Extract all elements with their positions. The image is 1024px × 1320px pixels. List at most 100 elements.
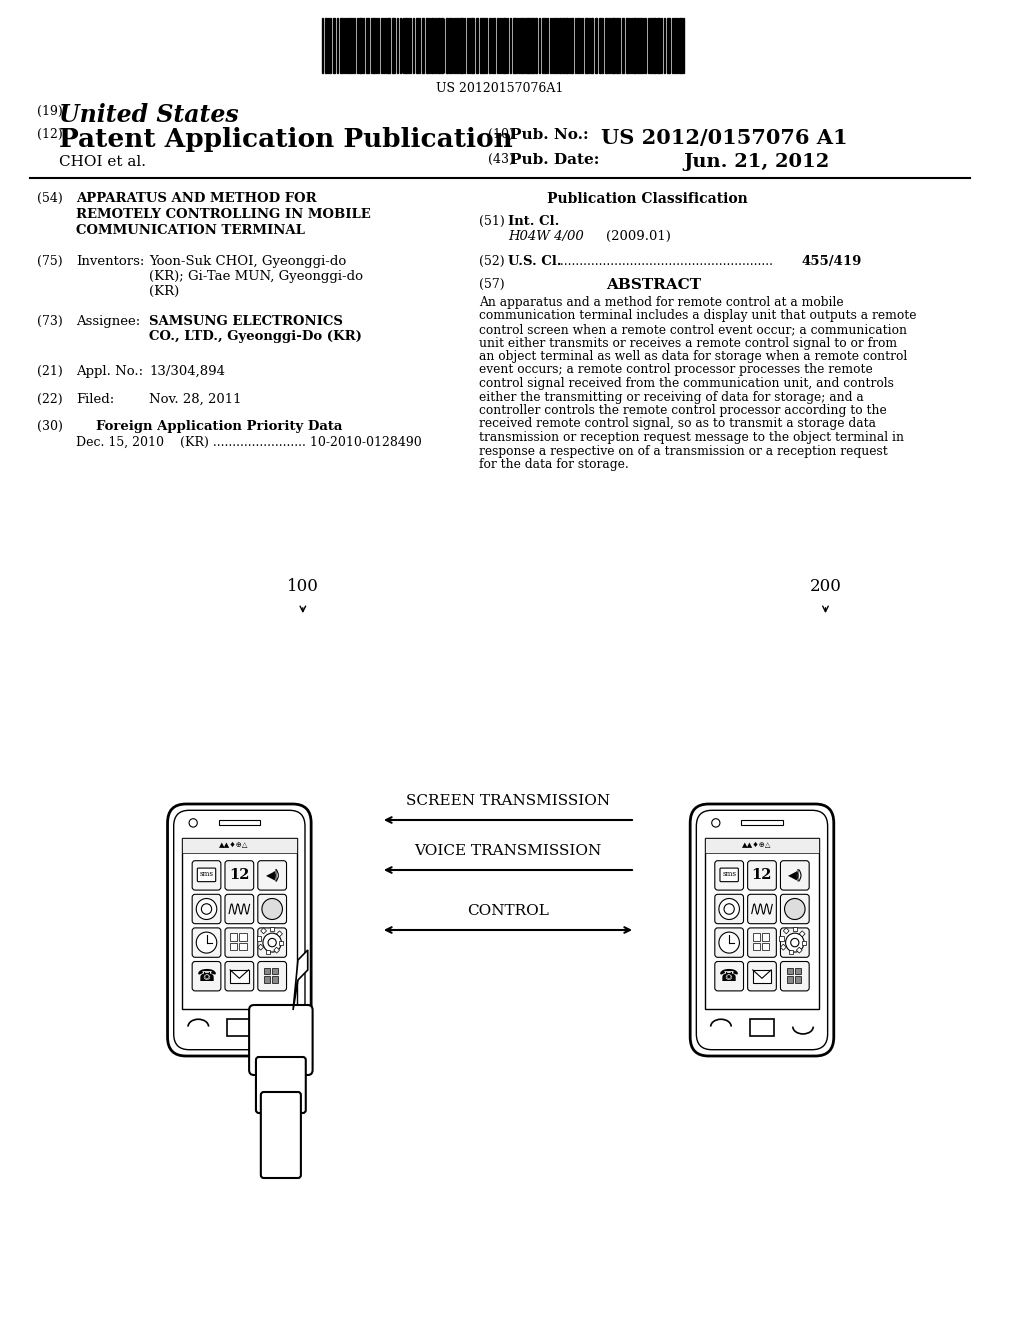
- Circle shape: [262, 899, 283, 920]
- Bar: [531, 18, 535, 73]
- Text: (10): (10): [488, 128, 514, 141]
- Text: Yoon-Suk CHOI, Gyeonggi-do: Yoon-Suk CHOI, Gyeonggi-do: [150, 255, 347, 268]
- FancyBboxPatch shape: [258, 961, 287, 991]
- Bar: [578, 18, 580, 73]
- Bar: [605, 18, 606, 73]
- FancyBboxPatch shape: [193, 928, 221, 957]
- Text: (22): (22): [37, 393, 62, 407]
- Bar: [333, 18, 335, 73]
- Text: (73): (73): [37, 315, 62, 327]
- FancyBboxPatch shape: [258, 861, 287, 890]
- Bar: [788, 950, 793, 954]
- Text: COMMUNICATION TERMINAL: COMMUNICATION TERMINAL: [76, 224, 305, 238]
- Text: (54): (54): [37, 191, 62, 205]
- Text: Pub. Date:: Pub. Date:: [510, 153, 599, 168]
- Bar: [786, 977, 793, 982]
- FancyBboxPatch shape: [780, 861, 809, 890]
- Text: received remote control signal, so as to transmit a storage data: received remote control signal, so as to…: [478, 417, 876, 430]
- Text: ◀|: ◀|: [265, 869, 279, 882]
- Bar: [613, 18, 615, 73]
- Bar: [800, 931, 805, 937]
- Text: REMOTELY CONTROLLING IN MOBILE: REMOTELY CONTROLLING IN MOBILE: [76, 209, 371, 220]
- Text: Filed:: Filed:: [76, 393, 115, 407]
- Bar: [431, 18, 433, 73]
- Bar: [182, 838, 297, 1008]
- Bar: [753, 933, 760, 941]
- Bar: [264, 977, 270, 982]
- FancyBboxPatch shape: [720, 869, 738, 882]
- Text: (51): (51): [478, 215, 505, 228]
- Bar: [783, 928, 790, 933]
- Text: Pub. No.:: Pub. No.:: [510, 128, 589, 143]
- Text: 455/419: 455/419: [801, 255, 861, 268]
- Text: CO., LTD., Gyeonggi-Do (KR): CO., LTD., Gyeonggi-Do (KR): [150, 330, 362, 343]
- FancyBboxPatch shape: [225, 895, 254, 924]
- Bar: [570, 18, 573, 73]
- Text: CHOI et al.: CHOI et al.: [58, 154, 145, 169]
- Bar: [595, 18, 597, 73]
- Bar: [494, 18, 496, 73]
- Bar: [554, 18, 556, 73]
- FancyBboxPatch shape: [715, 895, 743, 924]
- Bar: [779, 936, 783, 940]
- FancyBboxPatch shape: [230, 970, 249, 982]
- Text: (52): (52): [478, 255, 504, 268]
- FancyBboxPatch shape: [193, 861, 221, 890]
- Text: US 20120157076A1: US 20120157076A1: [436, 82, 564, 95]
- Text: Inventors:: Inventors:: [76, 255, 144, 268]
- Bar: [437, 18, 439, 73]
- Text: Jun. 21, 2012: Jun. 21, 2012: [684, 153, 830, 172]
- FancyBboxPatch shape: [261, 1092, 301, 1177]
- FancyBboxPatch shape: [174, 810, 305, 1049]
- Text: US 2012/0157076 A1: US 2012/0157076 A1: [601, 128, 848, 148]
- Text: Publication Classification: Publication Classification: [547, 191, 748, 206]
- FancyBboxPatch shape: [780, 928, 809, 957]
- FancyBboxPatch shape: [753, 970, 771, 982]
- Circle shape: [197, 932, 217, 953]
- Text: control signal received from the communication unit, and controls: control signal received from the communi…: [478, 378, 894, 389]
- Bar: [440, 18, 442, 73]
- Bar: [591, 18, 593, 73]
- Text: H04W 4/00: H04W 4/00: [508, 230, 584, 243]
- Text: An apparatus and a method for remote control at a mobile: An apparatus and a method for remote con…: [478, 296, 844, 309]
- Text: SCREEN TRANSMISSION: SCREEN TRANSMISSION: [406, 795, 610, 808]
- Bar: [802, 941, 806, 945]
- Bar: [367, 18, 370, 73]
- Bar: [705, 838, 819, 853]
- Bar: [741, 820, 782, 825]
- Text: ........................................................: ........................................…: [557, 255, 774, 268]
- Bar: [795, 977, 801, 982]
- Bar: [750, 1019, 774, 1036]
- Bar: [753, 942, 760, 950]
- Bar: [240, 942, 247, 950]
- Text: (12): (12): [37, 128, 62, 141]
- Bar: [482, 18, 484, 73]
- FancyBboxPatch shape: [715, 961, 743, 991]
- Bar: [266, 950, 270, 954]
- Text: either the transmitting or receiving of data for storage; and a: either the transmitting or receiving of …: [478, 391, 863, 404]
- Text: Patent Application Publication: Patent Application Publication: [58, 127, 512, 152]
- Text: transmission or reception request message to the object terminal in: transmission or reception request messag…: [478, 432, 904, 444]
- Bar: [349, 18, 350, 73]
- Text: (KR): (KR): [150, 285, 180, 298]
- Bar: [392, 18, 394, 73]
- Text: Dec. 15, 2010    (KR) ........................ 10-2010-0128490: Dec. 15, 2010 (KR) .....................…: [76, 436, 422, 449]
- Text: 100: 100: [287, 578, 318, 595]
- Circle shape: [785, 933, 804, 952]
- Bar: [257, 936, 261, 941]
- Text: 12: 12: [229, 869, 250, 882]
- Text: sms: sms: [200, 870, 214, 878]
- FancyBboxPatch shape: [748, 895, 776, 924]
- Text: U.S. Cl.: U.S. Cl.: [508, 255, 561, 268]
- FancyBboxPatch shape: [780, 895, 809, 924]
- Circle shape: [791, 939, 799, 946]
- FancyBboxPatch shape: [256, 1057, 306, 1113]
- Bar: [674, 18, 676, 73]
- FancyBboxPatch shape: [225, 928, 254, 957]
- Text: Assignee:: Assignee:: [76, 315, 140, 327]
- FancyBboxPatch shape: [258, 895, 287, 924]
- FancyBboxPatch shape: [690, 804, 834, 1056]
- Bar: [525, 18, 528, 73]
- Bar: [544, 18, 546, 73]
- FancyBboxPatch shape: [715, 861, 743, 890]
